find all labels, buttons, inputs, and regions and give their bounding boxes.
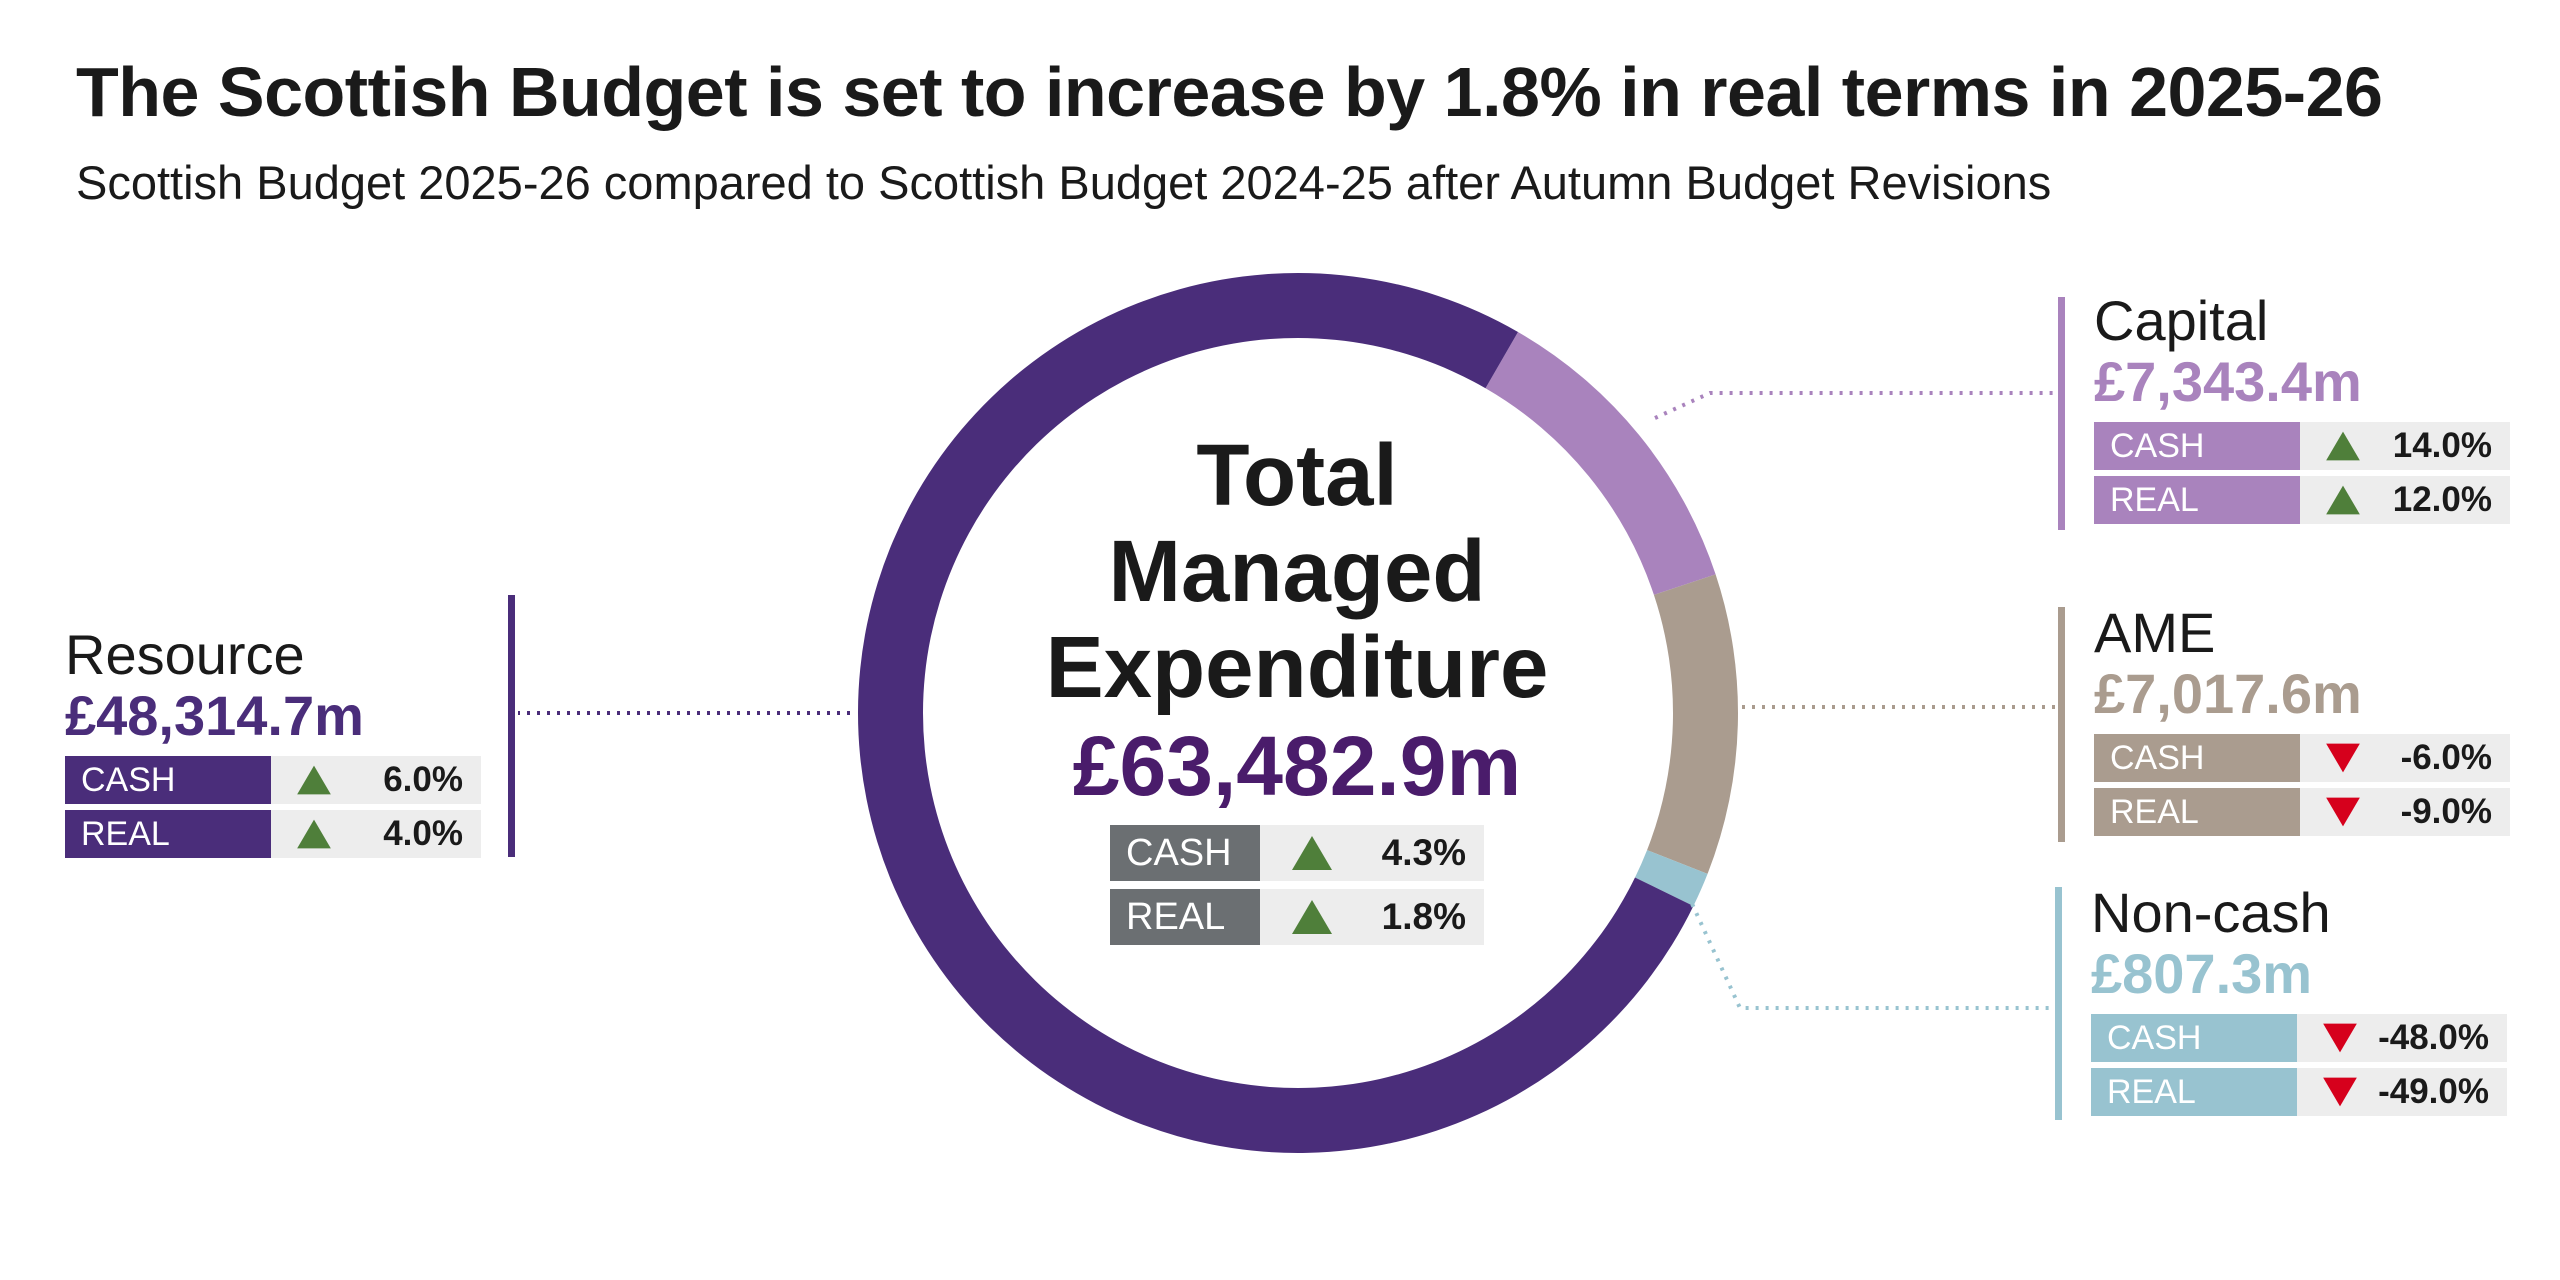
donut-slice-capital (1485, 331, 1716, 595)
donut-slices (858, 272, 1738, 1153)
triangle-down-icon (2326, 797, 2360, 827)
capital-cash-change: 14.0% (2392, 426, 2492, 465)
noncash-value: £807.3m (2091, 942, 2313, 1005)
center-real-change: 1.8% (1381, 896, 1466, 937)
noncash-real-row: REAL -49.0% (2091, 1068, 2507, 1116)
resource-cash-row: CASH 6.0% (65, 756, 481, 804)
center-cash-row: CASH 4.3% (1110, 825, 1484, 881)
noncash-real-change: -49.0% (2378, 1072, 2489, 1111)
resource-cash-change: 6.0% (383, 760, 463, 799)
ame-real-change: -9.0% (2400, 792, 2492, 831)
capital-cash-cell: 14.0% (2300, 422, 2510, 470)
center-total-value: £63,482.9m (1072, 719, 1522, 813)
center-change-table: CASH 4.3% REAL 1.8% (1110, 825, 1484, 953)
resource-panel: Resource £48,314.7m CASH 6.0% REAL 4.0% (65, 624, 481, 864)
ame-cash-cell: -6.0% (2300, 734, 2510, 782)
triangle-up-icon (2326, 485, 2360, 515)
center-real-row: REAL 1.8% (1110, 889, 1484, 945)
triangle-up-icon (1292, 900, 1332, 934)
capital-cash-row: CASH 14.0% (2094, 422, 2510, 470)
chart-subtitle: Scottish Budget 2025-26 compared to Scot… (76, 156, 2052, 209)
ame-real-cell: -9.0% (2300, 788, 2510, 836)
resource-real-label: REAL (65, 810, 271, 858)
resource-cash-cell: 6.0% (271, 756, 481, 804)
triangle-up-icon (1292, 836, 1332, 870)
ame-cash-row: CASH -6.0% (2094, 734, 2510, 782)
capital-leader (1654, 391, 2055, 420)
center-cash-cell: 4.3% (1260, 825, 1484, 881)
ame-value: £7,017.6m (2094, 662, 2362, 725)
noncash-real-label: REAL (2091, 1068, 2297, 1116)
donut-slice-non-cash (1635, 850, 1708, 906)
triangle-up-icon (297, 765, 331, 795)
ame-panel: AME £7,017.6m CASH -6.0% REAL -9.0% (2094, 602, 2510, 842)
capital-panel: Capital £7,343.4m CASH 14.0% REAL 12.0% (2094, 290, 2510, 530)
donut-center-label: Total Managed Expenditure £63,482.9m (897, 428, 1697, 816)
capital-real-cell: 12.0% (2300, 476, 2510, 524)
ame-cash-change: -6.0% (2400, 738, 2492, 777)
leader-lines (518, 391, 2062, 1010)
resource-real-row: REAL 4.0% (65, 810, 481, 858)
noncash-cash-cell: -48.0% (2297, 1014, 2507, 1062)
noncash-cash-change: -48.0% (2378, 1018, 2489, 1057)
center-title-line-1: Total (1196, 427, 1398, 524)
triangle-down-icon (2323, 1023, 2357, 1053)
center-real-cell: 1.8% (1260, 889, 1484, 945)
center-cash-label: CASH (1110, 825, 1260, 881)
noncash-bracket (2055, 887, 2062, 1120)
center-cash-change: 4.3% (1381, 832, 1466, 873)
capital-name: Capital (2094, 289, 2269, 352)
resource-cash-label: CASH (65, 756, 271, 804)
ame-cash-label: CASH (2094, 734, 2300, 782)
ame-real-label: REAL (2094, 788, 2300, 836)
noncash-panel: Non-cash £807.3m CASH -48.0% REAL -49.0% (2091, 882, 2507, 1122)
noncash-real-cell: -49.0% (2297, 1068, 2507, 1116)
capital-bracket (2058, 297, 2065, 530)
center-real-label: REAL (1110, 889, 1260, 945)
noncash-name: Non-cash (2091, 881, 2331, 944)
noncash-cash-row: CASH -48.0% (2091, 1014, 2507, 1062)
capital-value: £7,343.4m (2094, 350, 2362, 413)
noncash-leader (1686, 894, 2052, 1010)
ame-real-row: REAL -9.0% (2094, 788, 2510, 836)
chart-title: The Scottish Budget is set to increase b… (76, 53, 2383, 131)
center-title-line-3: Expenditure (1045, 619, 1549, 716)
capital-cash-label: CASH (2094, 422, 2300, 470)
triangle-down-icon (2323, 1077, 2357, 1107)
capital-real-label: REAL (2094, 476, 2300, 524)
donut-slice-ame (1647, 574, 1738, 874)
noncash-cash-label: CASH (2091, 1014, 2297, 1062)
resource-real-change: 4.0% (383, 814, 463, 853)
triangle-up-icon (297, 819, 331, 849)
resource-real-cell: 4.0% (271, 810, 481, 858)
ame-bracket (2058, 607, 2065, 842)
ame-name: AME (2094, 601, 2216, 664)
resource-value: £48,314.7m (65, 684, 364, 747)
capital-real-change: 12.0% (2392, 480, 2492, 519)
resource-bracket (508, 595, 515, 857)
triangle-up-icon (2326, 431, 2360, 461)
resource-name: Resource (65, 623, 305, 686)
triangle-down-icon (2326, 743, 2360, 773)
center-title-line-2: Managed (1108, 523, 1486, 620)
capital-real-row: REAL 12.0% (2094, 476, 2510, 524)
